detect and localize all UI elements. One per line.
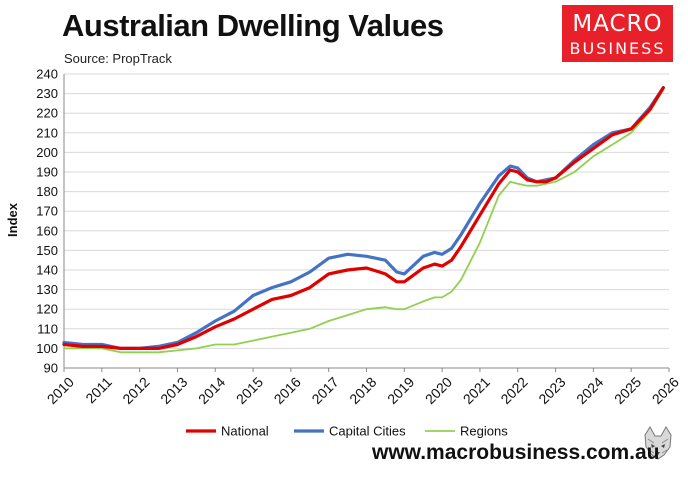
y-tick-label: 190	[36, 165, 58, 180]
x-tick-label: 2026	[649, 374, 682, 407]
x-tick-label: 2010	[44, 374, 77, 407]
gridlines	[64, 73, 669, 369]
x-tick-label: 2015	[233, 374, 266, 407]
wolf-icon	[644, 426, 672, 460]
y-tick-label: 90	[44, 361, 58, 376]
source-label: Source: PropTrack	[64, 51, 172, 66]
legend-label: National	[221, 424, 269, 439]
y-tick-label: 230	[36, 86, 58, 101]
y-tick-label: 130	[36, 282, 58, 297]
logo-text-business: BUSINESS	[569, 39, 666, 58]
legend: National Capital Cities Regions	[186, 424, 508, 439]
logo-text-macro: MACRO	[572, 11, 663, 37]
y-tick-label: 140	[36, 263, 58, 278]
chart-title: Australian Dwelling Values	[62, 8, 444, 43]
y-tick-label: 120	[36, 302, 58, 317]
x-tick-label: 2016	[271, 374, 304, 407]
x-tick-label: 2019	[384, 374, 417, 407]
x-tick-label: 2014	[195, 374, 228, 407]
y-tick-label: 100	[36, 341, 58, 356]
x-tick-label: 2017	[308, 374, 341, 407]
y-tick-labels: 90 100 110 120 130 140 150 160 170 180 190 200 210 22…	[36, 67, 58, 376]
y-tick-label: 150	[36, 243, 58, 258]
y-tick-label: 220	[36, 106, 58, 121]
x-tick-label: 2020	[422, 374, 455, 407]
x-tick-label: 2011	[82, 374, 115, 407]
y-tick-label: 160	[36, 223, 58, 238]
x-tick-label: 2024	[573, 374, 606, 407]
website-url[interactable]: www.macrobusiness.com.au	[372, 441, 660, 464]
y-tick-label: 110	[37, 321, 58, 336]
x-tick-label: 2022	[497, 374, 530, 407]
x-tick-label: 2023	[535, 374, 568, 407]
series-line-national	[62, 86, 665, 350]
x-tick-label: 2018	[346, 374, 379, 407]
y-tick-label: 200	[36, 145, 58, 160]
y-tick-label: 240	[36, 67, 58, 82]
macrobusiness-logo: MACRO BUSINESS	[562, 5, 673, 62]
series-lines	[62, 86, 665, 354]
x-tick-labels: 2010 2011 2012 2013 2014 2015 2016 2017 2018 2019…	[44, 374, 682, 407]
x-tick-label: 2013	[157, 374, 190, 407]
y-tick-label: 210	[36, 125, 58, 140]
y-tick-label: 180	[36, 184, 58, 199]
series-line-regions	[63, 88, 665, 354]
legend-label: Regions	[460, 424, 508, 439]
axes	[63, 74, 670, 372]
legend-label: Capital Cities	[329, 424, 406, 439]
y-tick-label: 170	[36, 204, 58, 219]
y-axis-label: Index	[5, 202, 20, 237]
x-tick-label: 2012	[119, 374, 152, 407]
x-tick-label: 2021	[460, 374, 493, 407]
x-tick-label: 2025	[611, 374, 644, 407]
